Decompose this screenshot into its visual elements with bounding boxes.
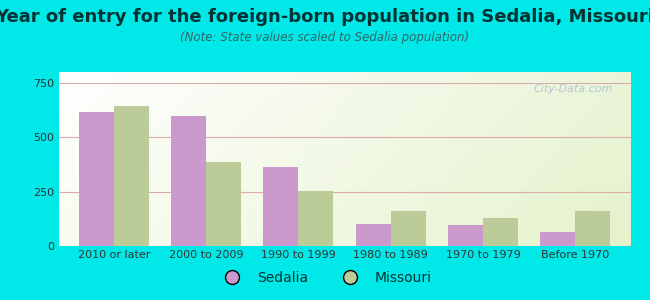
Legend: Sedalia, Missouri: Sedalia, Missouri <box>213 265 437 290</box>
Bar <box>206 162 241 246</box>
Bar <box>356 224 391 246</box>
Bar <box>79 112 114 246</box>
Bar <box>391 211 426 246</box>
Bar <box>298 190 333 246</box>
Text: Year of entry for the foreign-born population in Sedalia, Missouri: Year of entry for the foreign-born popul… <box>0 8 650 26</box>
Bar <box>540 232 575 246</box>
Bar <box>483 218 518 246</box>
Text: (Note: State values scaled to Sedalia population): (Note: State values scaled to Sedalia po… <box>181 32 469 44</box>
Text: City-Data.com: City-Data.com <box>534 84 614 94</box>
Bar <box>114 106 149 246</box>
Bar <box>448 225 483 246</box>
Bar <box>263 167 298 246</box>
Bar <box>575 211 610 246</box>
Bar <box>171 116 206 246</box>
